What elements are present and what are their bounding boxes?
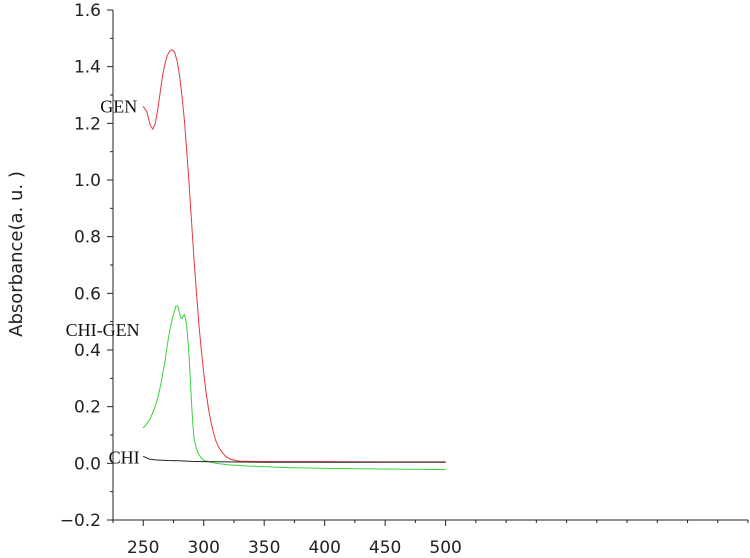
y-tick-label: 0.6	[74, 284, 101, 304]
series-line-gen	[142, 49, 446, 463]
series-label-gen: GEN	[100, 96, 137, 116]
series-label-chi-gen: CHI-GEN	[66, 320, 140, 340]
axes: −0.2 0.0 0.2 0.4 0.6 0.8 1.0 1.2 1.4 1.6 250 300 350…	[60, 1, 749, 558]
series-labels: GEN CHI-GEN CHI	[66, 96, 140, 467]
y-axis-title: Absorbance(a. u. )	[6, 171, 27, 337]
y-tick-label: 1.2	[74, 114, 101, 134]
x-tick-label: 350	[248, 538, 280, 558]
x-tick-label: 400	[308, 538, 340, 558]
y-tick-label: 0.2	[74, 398, 101, 418]
y-tick-label: 0.4	[74, 341, 101, 361]
y-tick-label: 1.4	[74, 58, 101, 78]
series-lines	[142, 49, 446, 471]
x-tick-label: 300	[187, 538, 219, 558]
y-tick-label: 1.0	[74, 171, 101, 191]
y-tick-label: 1.6	[74, 1, 101, 21]
x-tick-label: 250	[127, 538, 159, 558]
x-tick-label: 500	[429, 538, 461, 558]
x-tick-label: 450	[369, 538, 401, 558]
series-label-chi: CHI	[109, 448, 140, 468]
series-line-chi-gen	[142, 305, 446, 471]
y-tick-label: 0.8	[74, 228, 101, 248]
series-line-chi	[142, 455, 446, 463]
y-tick-label: 0.0	[74, 454, 101, 474]
y-tick-label: −0.2	[60, 511, 101, 531]
